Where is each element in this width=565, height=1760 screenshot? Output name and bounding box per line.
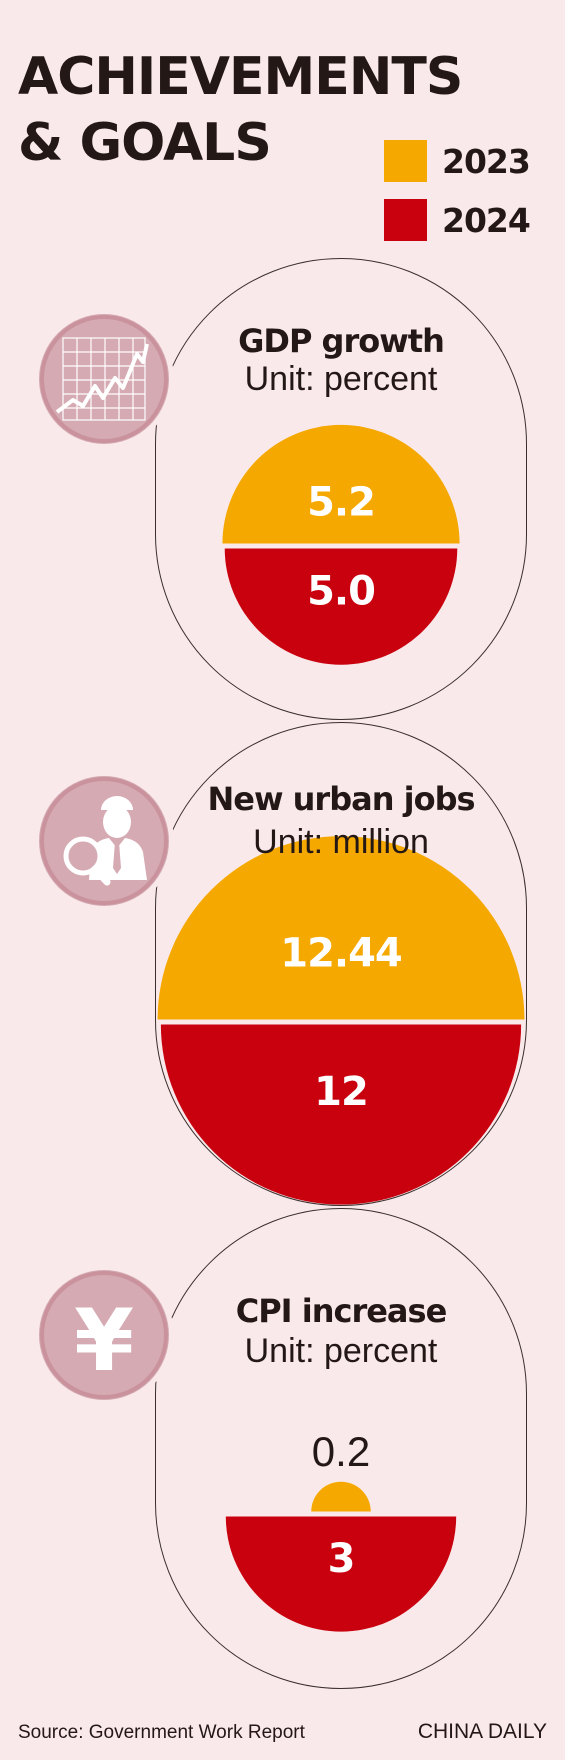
source-note: Source: Government Work Report (18, 1722, 305, 1743)
new-urban-jobs-unit: Unit: million (253, 823, 429, 861)
cpi-increase-title: CPI increase (235, 1292, 448, 1330)
gdp-growth-title: GDP growth (238, 322, 445, 360)
brand-label: CHINA DAILY (417, 1720, 547, 1743)
cpi-increase-card (155, 1208, 527, 1689)
yuan-icon: ¥ (34, 1265, 174, 1405)
cpi-increase-unit: Unit: percent (244, 1332, 438, 1370)
new-urban-jobs-title: New urban jobs (207, 780, 475, 818)
legend-label-2023: 2023 (442, 142, 531, 181)
job-search-person-icon (34, 771, 174, 911)
gdp-growth-card (155, 258, 527, 720)
legend-swatch-2023 (384, 140, 427, 182)
legend-swatch-2024 (384, 199, 427, 241)
infographic-title: ACHIEVEMENTS & GOALS (18, 44, 463, 176)
new-urban-jobs-card (155, 722, 527, 1206)
title-line-1: ACHIEVEMENTS (18, 47, 463, 107)
svg-text:¥: ¥ (74, 1291, 134, 1391)
legend-label-2024: 2024 (442, 201, 531, 240)
gdp-growth-unit: Unit: percent (244, 360, 438, 398)
title-line-2: & GOALS (18, 113, 272, 173)
line-chart-icon (34, 309, 174, 449)
